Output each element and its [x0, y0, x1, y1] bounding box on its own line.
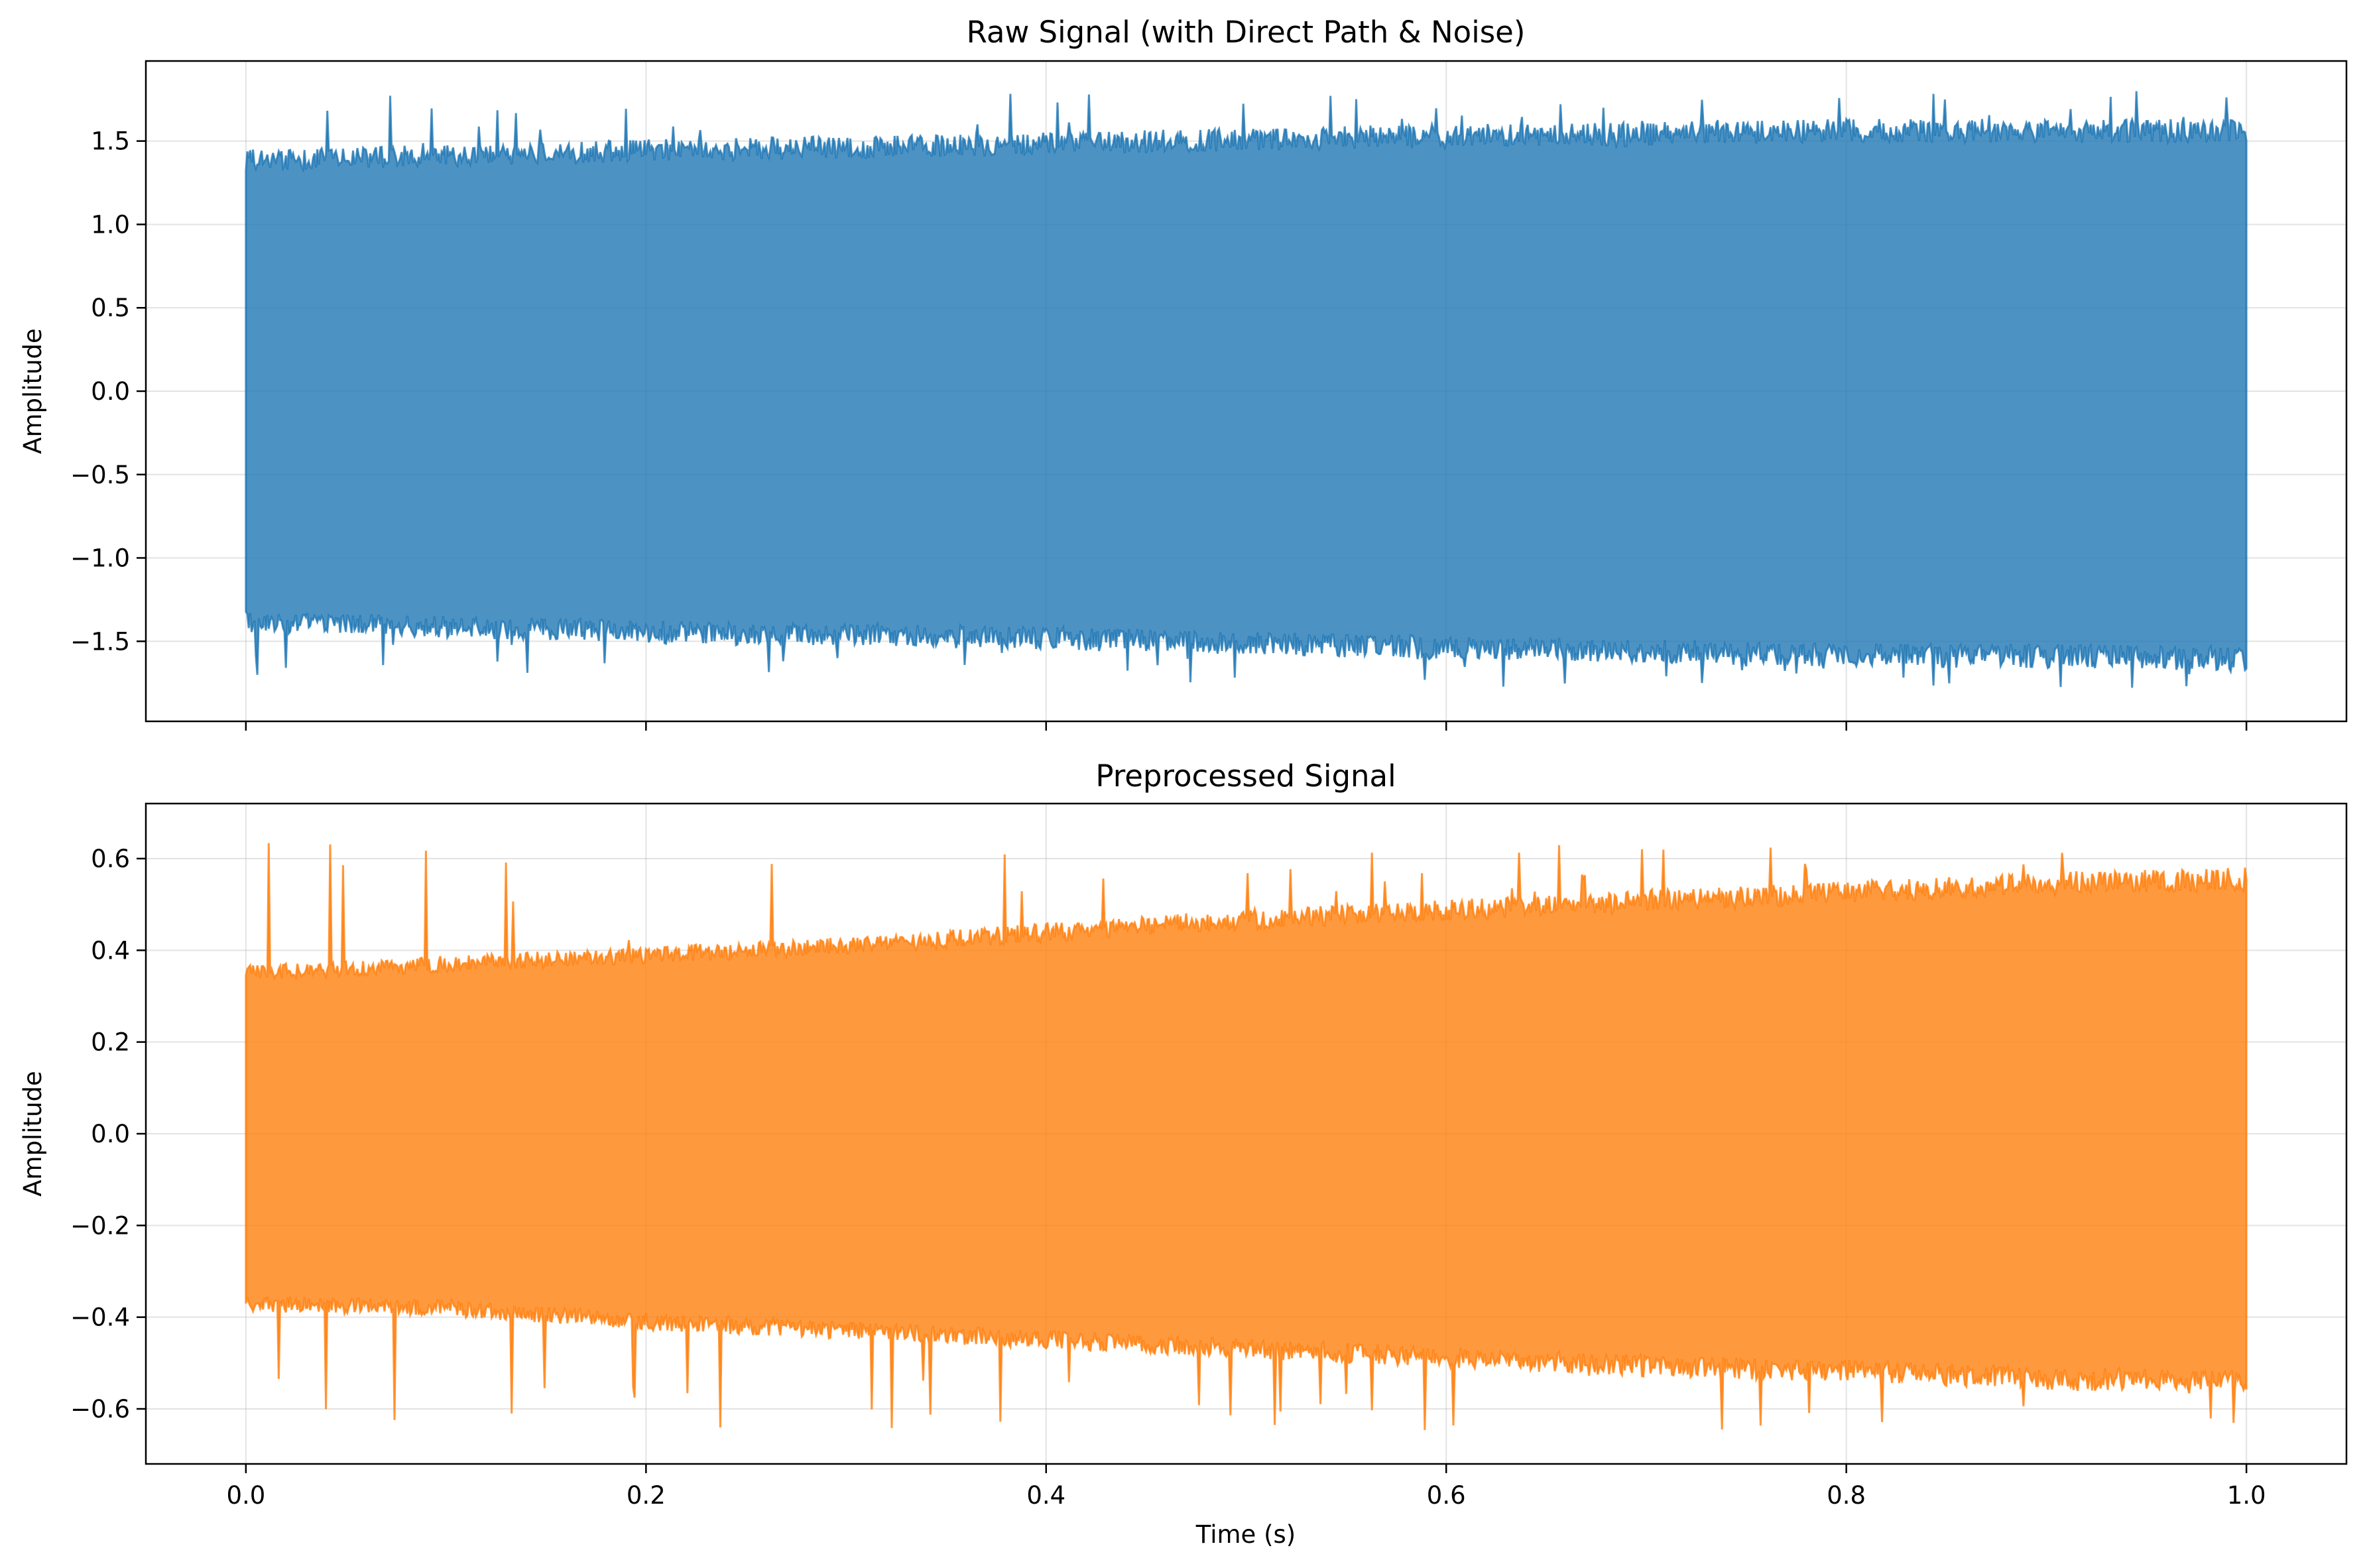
preprocessed-signal-y-tick-label: 0.2 — [91, 1028, 130, 1057]
preprocessed-signal-x-tick-label: 0.6 — [1427, 1481, 1466, 1510]
raw-signal-y-tick-label: 0.0 — [91, 377, 130, 406]
preprocessed-signal-trace — [245, 843, 2248, 1431]
raw-signal-y-tick-label: −0.5 — [70, 461, 130, 489]
raw-signal-y-tick-label: −1.0 — [70, 544, 130, 573]
preprocessed-signal-title: Preprocessed Signal — [1095, 758, 1396, 794]
preprocessed-signal-signal-fill — [245, 843, 2248, 1431]
preprocessed-signal-ylabel: Amplitude — [19, 1071, 47, 1197]
raw-signal-axes-frame — [145, 60, 2348, 723]
raw-signal-ylabel: Amplitude — [19, 328, 47, 454]
preprocessed-signal-panel: Preprocessed Signal Amplitude Time (s) 0… — [19, 758, 2348, 1549]
preprocessed-signal-y-tick-label: −0.6 — [70, 1395, 130, 1423]
raw-signal-panel: Raw Signal (with Direct Path & Noise) Am… — [19, 15, 2348, 731]
raw-signal-y-tick-label: 0.5 — [91, 294, 130, 322]
preprocessed-signal-y-tick-label: 0.4 — [91, 936, 130, 965]
preprocessed-signal-axes-frame — [145, 802, 2348, 1465]
time-xlabel: Time (s) — [1195, 1520, 1296, 1549]
preprocessed-signal-x-tick-label: 0.4 — [1026, 1481, 1065, 1510]
preprocessed-signal-x-tick-label: 0.2 — [627, 1481, 666, 1510]
raw-signal-y-tick-label: −1.5 — [70, 627, 130, 656]
preprocessed-signal-x-tick-label: 0.8 — [1827, 1481, 1866, 1510]
raw-signal-y-tick-label: 1.0 — [91, 210, 130, 239]
raw-signal-ticks: −1.5 −1.0 −0.5 0.0 0.5 1.0 1.5 — [70, 127, 2248, 731]
raw-signal-title: Raw Signal (with Direct Path & Noise) — [967, 15, 1526, 50]
preprocessed-signal-y-tick-label: 0.6 — [91, 845, 130, 873]
raw-signal-signal-fill — [245, 91, 2248, 688]
preprocessed-signal-y-tick-label: −0.2 — [70, 1211, 130, 1240]
preprocessed-signal-x-tick-label: 0.0 — [226, 1481, 265, 1510]
raw-signal-y-tick-label: 1.5 — [91, 127, 130, 156]
preprocessed-signal-y-tick-label: 0.0 — [91, 1120, 130, 1148]
preprocessed-signal-y-tick-label: −0.4 — [70, 1303, 130, 1332]
preprocessed-signal-ticks: 0.0 0.2 0.4 0.6 0.8 1.0 −0.6 −0.4 −0.2 0.0 0.2 0.4 0… — [70, 845, 2266, 1510]
raw-signal-trace — [245, 91, 2248, 688]
preprocessed-signal-x-tick-label: 1.0 — [2227, 1481, 2266, 1510]
